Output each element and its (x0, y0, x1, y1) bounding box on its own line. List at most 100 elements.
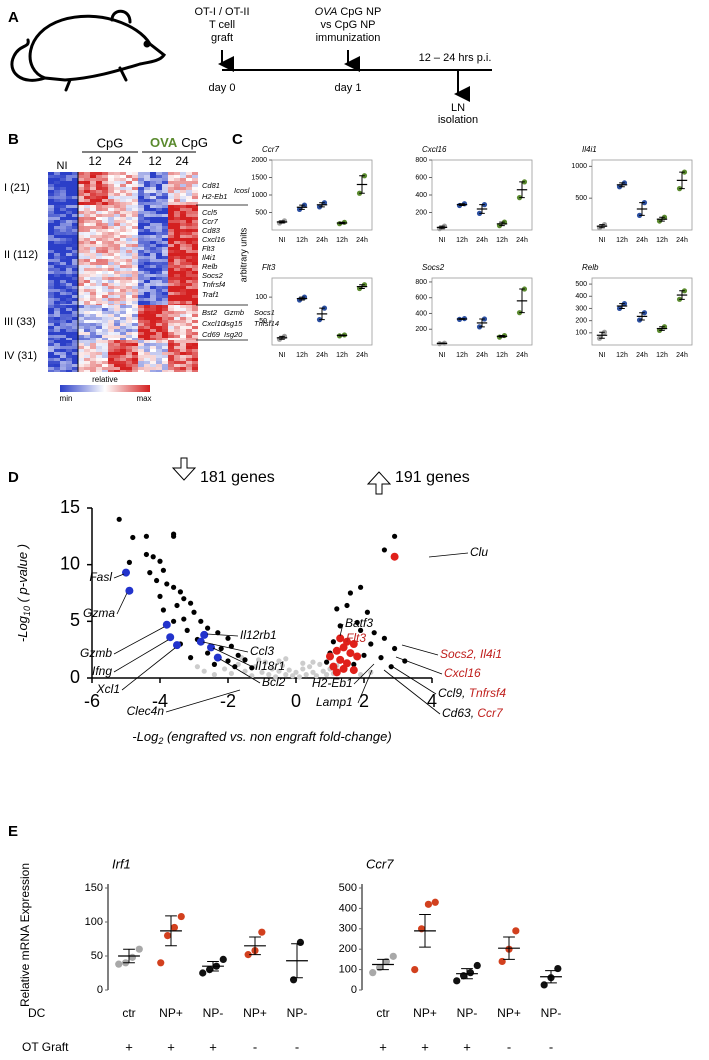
data-point (174, 602, 180, 609)
heatmap-cell (168, 323, 174, 326)
heatmap-cell (96, 340, 102, 343)
heatmap-cell (132, 175, 138, 178)
heatmap-cell (84, 235, 90, 238)
heatmap-cell (192, 172, 198, 175)
heatmap-cell (186, 196, 192, 199)
heatmap-cell (72, 262, 78, 265)
heatmap-cell (48, 355, 54, 358)
step-text-part: CpG NP (337, 6, 381, 18)
heatmap-cell (186, 280, 192, 283)
heatmap-cell (48, 259, 54, 262)
y-tick-label: 1000 (251, 192, 267, 199)
heatmap-cell (162, 329, 168, 332)
heatmap-cell (162, 301, 168, 304)
heatmap-cell (156, 338, 162, 340)
heatmap-cell (72, 370, 78, 372)
heatmap-cell (156, 238, 162, 241)
heatmap-cell (132, 208, 138, 211)
heatmap-cell (132, 181, 138, 184)
heatmap-cell (120, 205, 126, 208)
heatmap-cell (126, 370, 132, 372)
y-tick-label: 2000 (251, 157, 267, 164)
heatmap-cell (138, 226, 144, 229)
heatmap-cell (150, 352, 156, 355)
heatmap-cell (174, 247, 180, 250)
heatmap-cell (162, 349, 168, 352)
data-point (269, 666, 275, 672)
heatmap-cell (144, 314, 150, 317)
heatmap-cell (120, 295, 126, 298)
x-axis-label-part: 2 (157, 736, 163, 746)
heatmap-cell (180, 358, 186, 361)
leader-line (428, 552, 469, 558)
heatmap-cell (66, 175, 72, 178)
heatmap-cell (48, 247, 54, 250)
data-point (324, 672, 330, 678)
heatmap-cell (96, 343, 102, 346)
graft-label: - (295, 1039, 299, 1054)
heatmap-cell (72, 214, 78, 217)
annotation-part: Ccl9, (438, 686, 469, 700)
heatmap-cell (90, 199, 96, 202)
heatmap-cell (102, 190, 108, 193)
heatmap-cell (180, 232, 186, 235)
heatmap-cell (132, 289, 138, 292)
heatmap-cell (108, 178, 114, 181)
heatmap-cell (72, 247, 78, 250)
heatmap-cell (66, 286, 72, 289)
heatmap-cell (84, 289, 90, 292)
heatmap-cell (168, 190, 174, 193)
heatmap-cell (108, 280, 114, 283)
step-text-part: OVA (315, 6, 338, 18)
data-point (199, 969, 207, 977)
heatmap-cell (66, 343, 72, 346)
heatmap-cell (96, 190, 102, 193)
heatmap-cell (48, 208, 54, 211)
heatmap-cell (96, 223, 102, 226)
heatmap-cell (186, 205, 192, 208)
heatmap-cell (126, 178, 132, 181)
heatmap-cell (126, 175, 132, 178)
heatmap-cell (144, 199, 150, 202)
x-tick-label: 24h (676, 352, 688, 359)
heatmap-cell (144, 343, 150, 346)
heatmap-cell (66, 301, 72, 304)
heatmap-cell (150, 289, 156, 292)
heatmap-cell (72, 320, 78, 323)
heatmap-cell (90, 292, 96, 295)
data-point (143, 533, 149, 539)
heatmap-cell (90, 301, 96, 304)
heatmap-cell (78, 340, 84, 343)
gene-label: Ccr7 (202, 217, 219, 226)
heatmap-cell (48, 305, 54, 308)
heatmap-cell (84, 346, 90, 349)
heatmap-cell (120, 364, 126, 367)
heatmap-cell (168, 298, 174, 301)
heatmap-cell (60, 217, 66, 220)
heatmap-cell (90, 361, 96, 364)
heatmap-cell (186, 338, 192, 340)
heatmap-cell (174, 208, 180, 211)
heatmap-cell (60, 226, 66, 229)
heatmap-cell (132, 220, 138, 223)
heatmap-cell (90, 271, 96, 274)
heatmap-cell (186, 292, 192, 295)
heatmap-cell (186, 244, 192, 247)
y-tick-label: 1500 (251, 174, 267, 181)
heatmap-cell (102, 289, 108, 292)
heatmap-cell (108, 349, 114, 352)
heatmap-cell (168, 364, 174, 367)
heatmap-cell (54, 274, 60, 277)
heatmap-cell (84, 220, 90, 223)
heatmap-cell (186, 250, 192, 253)
data-point (205, 650, 211, 656)
heatmap-cell (72, 265, 78, 268)
heatmap-cell (90, 329, 96, 332)
heatmap-cell (84, 262, 90, 265)
heatmap-cell (54, 193, 60, 196)
heatmap-cell (120, 335, 126, 338)
cluster-label: II (112) (4, 249, 38, 261)
leader-line (113, 573, 125, 579)
heatmap-cell (168, 338, 174, 340)
x-tick-label: 24h (476, 352, 488, 359)
